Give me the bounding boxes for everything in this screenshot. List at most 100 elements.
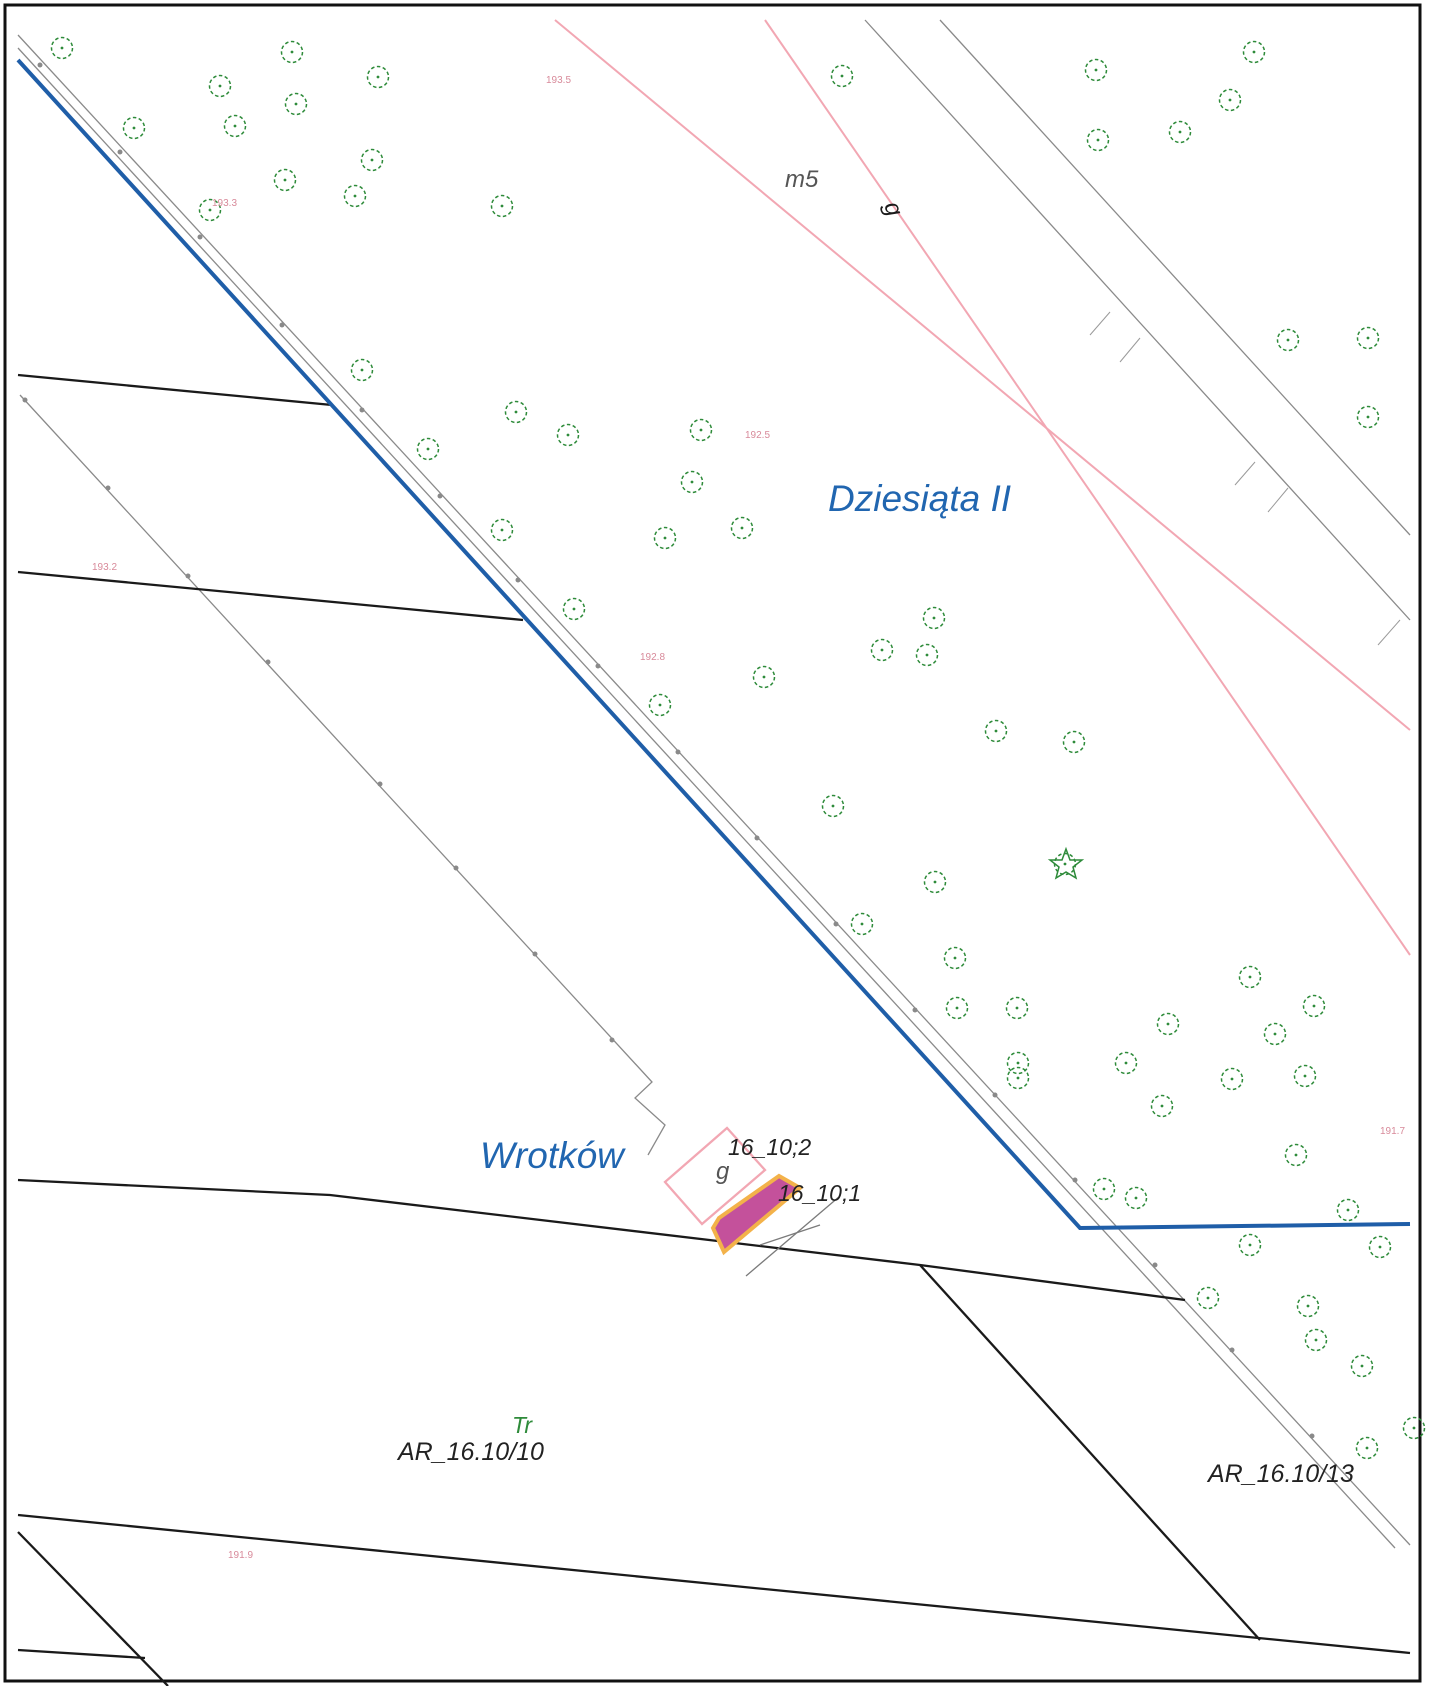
deciduous-tree-icon (1084, 58, 1108, 82)
deciduous-tree-icon (850, 912, 874, 936)
deciduous-tree-icon (1005, 996, 1029, 1020)
deciduous-tree-icon (562, 597, 586, 621)
deciduous-tree-icon (1368, 1235, 1392, 1259)
deciduous-tree-icon (1336, 1198, 1360, 1222)
parcel-boundaries (17, 373, 1411, 1686)
deciduous-tree-icon (280, 40, 304, 64)
star-icon (1047, 846, 1085, 880)
map-frame (3, 3, 1422, 1683)
deciduous-tree-icon (1350, 1354, 1374, 1378)
deciduous-tree-icon (1218, 88, 1242, 112)
deciduous-tree-icon (273, 168, 297, 192)
deciduous-tree-icon (1238, 965, 1262, 989)
leader-line (745, 1195, 841, 1277)
building-outline (663, 1126, 767, 1226)
road-class-label: m5 (785, 166, 819, 193)
deciduous-tree-icon (1284, 1143, 1308, 1167)
deciduous-tree-icon (680, 470, 704, 494)
deciduous-tree-icon (1355, 1436, 1379, 1460)
object-label-2: 16_10;2 (728, 1134, 812, 1160)
deciduous-tree-icon (366, 65, 390, 89)
road-outline-line (939, 19, 1411, 536)
deciduous-tree-icon (1006, 1066, 1030, 1090)
deciduous-tree-icon (1062, 730, 1086, 754)
road-edge-line (764, 19, 1411, 956)
deciduous-tree-icon (1006, 1051, 1030, 1075)
object-label-1: 16_10;1 (778, 1180, 862, 1206)
highlighted-object (710, 1173, 804, 1256)
deciduous-tree-icon (1263, 1022, 1287, 1046)
deciduous-tree-icon (1168, 120, 1192, 144)
elevation-label: 192.8 (640, 652, 666, 663)
deciduous-tree-icon (1293, 1064, 1317, 1088)
fence-line (17, 34, 1411, 1546)
deciduous-tree-icon (556, 423, 580, 447)
deciduous-tree-icon (1238, 1233, 1262, 1257)
deciduous-tree-icon (504, 400, 528, 424)
building-symbol-label: g (716, 1158, 730, 1185)
deciduous-tree-icon (1402, 1416, 1426, 1440)
deciduous-tree-icon (1296, 1294, 1320, 1318)
locality-label-north: Dziesiąta II (828, 478, 1012, 519)
deciduous-tree-icon (945, 996, 969, 1020)
deciduous-tree-icon (984, 719, 1008, 743)
deciduous-tree-icon (821, 794, 845, 818)
deciduous-tree-icon (922, 606, 946, 630)
deciduous-tree-icon (653, 526, 677, 550)
deciduous-tree-icon (943, 946, 967, 970)
deciduous-tree-icon (1356, 405, 1380, 429)
fence-nodes (22, 62, 1315, 1439)
deciduous-tree-icon (730, 516, 754, 540)
deciduous-tree-icon (915, 643, 939, 667)
locality-label-south: Wrotków (480, 1135, 624, 1176)
deciduous-tree-icon (1156, 1012, 1180, 1036)
elevation-label: 191.9 (228, 1550, 254, 1561)
parcel-label-southeast: AR_16.10/13 (1208, 1460, 1354, 1488)
deciduous-tree-icon (223, 114, 247, 138)
deciduous-tree-icon (689, 418, 713, 442)
deciduous-tree-icon (1114, 1051, 1138, 1075)
locality-boundary (16, 58, 1411, 1231)
elevation-label: 193.5 (546, 75, 572, 86)
fence-line-west (19, 394, 666, 1156)
deciduous-tree-icon (350, 358, 374, 382)
deciduous-tree-icon (343, 184, 367, 208)
deciduous-tree-icon (122, 116, 146, 140)
elevation-label: 193.3 (212, 198, 238, 209)
road-edge-line (554, 19, 1411, 731)
deciduous-tree-icon (752, 665, 776, 689)
deciduous-tree-icon (360, 148, 384, 172)
deciduous-tree-icon (198, 198, 222, 222)
deciduous-tree-icon (490, 194, 514, 218)
deciduous-tree-icon (1196, 1286, 1220, 1310)
deciduous-tree-icon (1276, 328, 1300, 352)
deciduous-tree-icon (1092, 1177, 1116, 1201)
road-dash-marks (1089, 311, 1401, 646)
deciduous-tree-icon (870, 638, 894, 662)
deciduous-tree-icon (1150, 1094, 1174, 1118)
road-outline-line (864, 19, 1411, 621)
deciduous-tree-icon (50, 36, 74, 60)
deciduous-tree-icon (284, 92, 308, 116)
deciduous-tree-icon (648, 693, 672, 717)
deciduous-tree-icon (208, 74, 232, 98)
deciduous-tree-icon (1220, 1067, 1244, 1091)
deciduous-tree-icon (1242, 40, 1266, 64)
deciduous-tree-icon (1124, 1186, 1148, 1210)
deciduous-tree-icon (1086, 128, 1110, 152)
deciduous-tree-icon (830, 64, 854, 88)
deciduous-tree-icon (1356, 326, 1380, 350)
deciduous-tree-icon (1302, 994, 1326, 1018)
leader-line (759, 1224, 821, 1246)
tree-layer (50, 36, 1426, 1460)
parcel-label-southwest: AR_16.10/10 (398, 1438, 544, 1466)
deciduous-tree-icon (490, 518, 514, 542)
deciduous-tree-icon (923, 870, 947, 894)
land-use-label: Tr (512, 1412, 533, 1438)
elevation-label: 191.7 (1380, 1126, 1406, 1137)
deciduous-tree-icon (1304, 1328, 1328, 1352)
deciduous-tree-icon (416, 437, 440, 461)
fence-line (17, 47, 1396, 1549)
